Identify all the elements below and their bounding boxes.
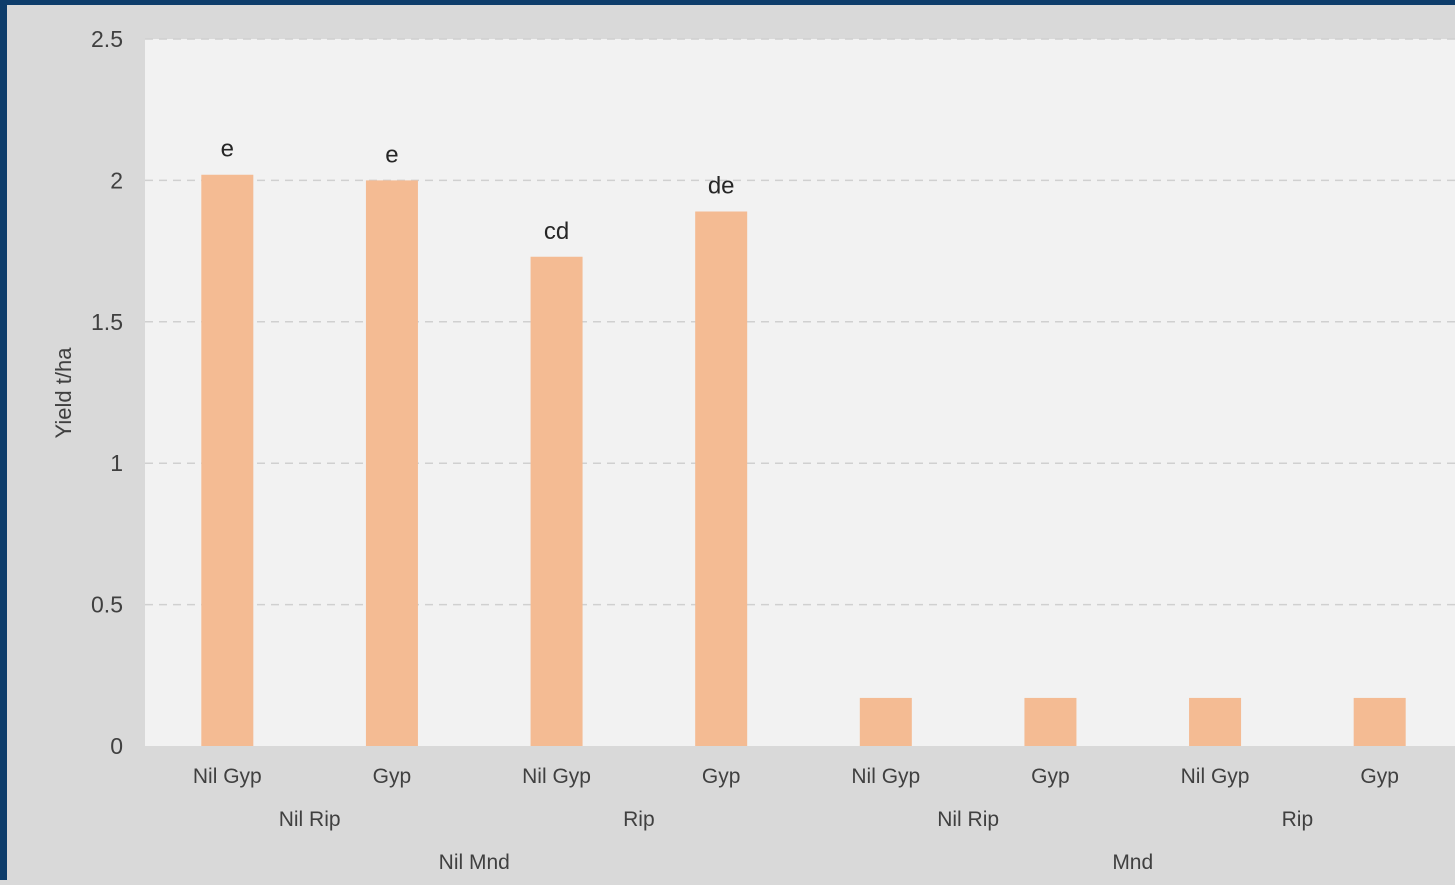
bar: [695, 211, 748, 746]
bar: [365, 180, 418, 746]
category-label: Nil Gyp: [193, 765, 262, 788]
mnd-group-label: Nil Mnd: [439, 851, 510, 874]
rip-group-label: Nil Rip: [937, 808, 999, 831]
y-tick-label: 0.5: [91, 592, 123, 618]
bar: [530, 256, 583, 746]
y-tick-label: 2: [110, 167, 123, 193]
rip-group-label: Rip: [1282, 808, 1314, 831]
bar: [201, 174, 254, 746]
category-label: Nil Gyp: [1181, 765, 1250, 788]
category-label: Nil Gyp: [522, 765, 591, 788]
y-tick-label: 1: [110, 450, 123, 476]
bar: [1189, 697, 1242, 746]
category-label: Gyp: [702, 765, 741, 788]
category-label: Gyp: [1031, 765, 1070, 788]
mnd-group-label: Mnd: [1112, 851, 1153, 874]
data-label: e: [221, 136, 234, 163]
bar: [1353, 697, 1406, 746]
y-axis-title: Yield t/ha: [51, 347, 76, 439]
data-label: cd: [544, 218, 569, 245]
bar-chart: 0 0.5 1 1.5 2 2.5 e e cd de Nil Gyp Gyp Nil Gyp Gyp…: [51, 26, 1455, 874]
bar: [1024, 697, 1077, 746]
plot-area: [145, 39, 1455, 746]
bar: [859, 697, 912, 746]
category-label: Gyp: [1360, 765, 1399, 788]
y-tick-label: 2.5: [91, 26, 123, 52]
rip-group-label: Nil Rip: [279, 808, 341, 831]
category-label: Gyp: [373, 765, 412, 788]
y-tick-label: 0: [110, 733, 123, 759]
category-label: Nil Gyp: [851, 765, 920, 788]
y-tick-label: 1.5: [91, 309, 123, 335]
data-label: e: [385, 141, 398, 168]
rip-group-label: Rip: [623, 808, 655, 831]
data-label: de: [708, 173, 735, 200]
